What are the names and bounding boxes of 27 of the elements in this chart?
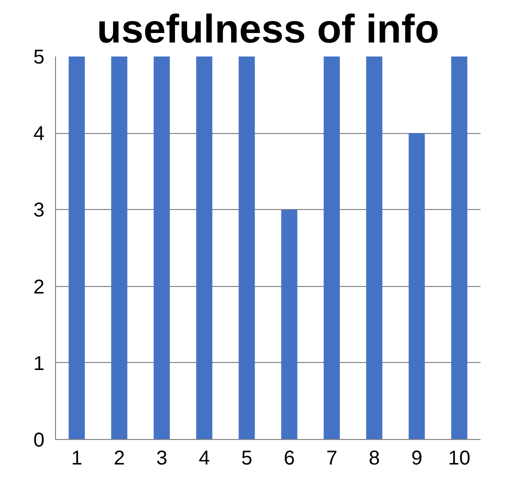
y-tick-label: 5 [33, 46, 44, 68]
bar [408, 133, 425, 440]
bar [451, 56, 468, 440]
x-tick-label: 4 [198, 448, 210, 470]
x-tick-label: 3 [156, 448, 168, 470]
chart-title: usefulness of info [96, 8, 440, 52]
bar [196, 56, 212, 440]
bar [366, 56, 382, 440]
y-tick-label: 0 [33, 430, 44, 452]
x-tick-label: 9 [411, 448, 422, 470]
bar [111, 56, 128, 440]
y-tick-label: 4 [33, 123, 44, 146]
bar [68, 56, 85, 440]
bar [154, 56, 170, 440]
bar [324, 56, 340, 440]
x-tick-label: 5 [241, 448, 252, 470]
x-tick-label: 10 [448, 448, 470, 470]
y-tick-label: 1 [33, 352, 44, 375]
x-tick-label: 6 [284, 448, 295, 470]
x-tick-label: 8 [368, 448, 380, 470]
y-tick-label: 2 [33, 276, 44, 298]
bar [281, 210, 298, 440]
x-tick-label: 7 [326, 448, 338, 470]
y-tick-label: 3 [33, 200, 44, 222]
x-tick-label: 1 [71, 448, 82, 470]
x-tick-label: 2 [114, 448, 125, 470]
bar [238, 56, 255, 440]
